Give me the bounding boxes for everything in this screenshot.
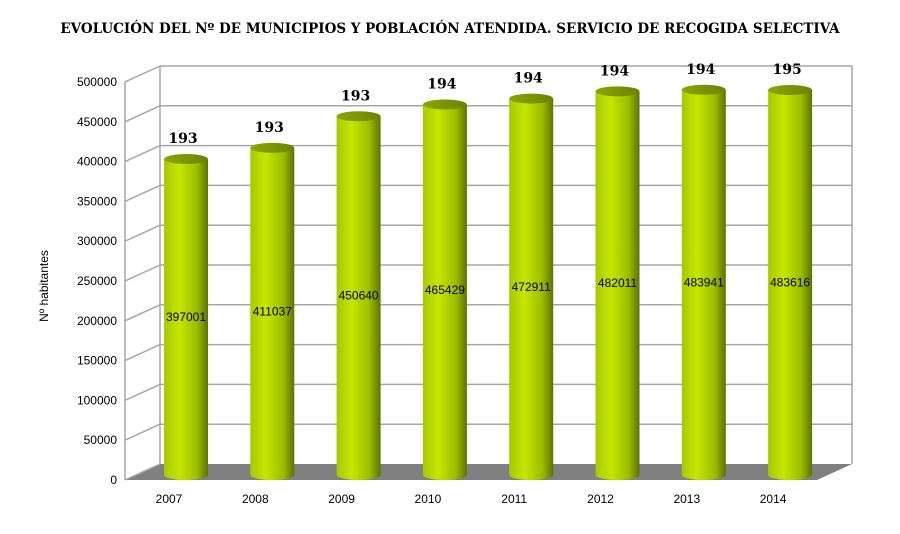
bar-value-label: 397001 (166, 310, 206, 324)
bar-top (250, 142, 295, 153)
bar-2014 (768, 85, 813, 481)
municipios-label: 193 (255, 120, 284, 136)
bar-2012 (595, 86, 640, 480)
bar-top (768, 85, 813, 96)
bar-value-label: 483941 (684, 275, 724, 289)
municipios-label: 194 (427, 77, 456, 93)
chart-floor (125, 464, 852, 480)
y-tick-label: 450000 (77, 115, 117, 129)
y-tick-label: 400000 (77, 155, 117, 169)
bar-top (422, 99, 467, 110)
bar-body (681, 89, 726, 481)
side-gridline (124, 65, 161, 83)
side-gridline (124, 264, 161, 282)
bar-2010 (422, 99, 467, 480)
side-gridline (124, 343, 161, 362)
bar-body (509, 98, 554, 481)
side-gridline (124, 184, 161, 203)
bar-body (422, 104, 467, 480)
y-tick-label: 300000 (77, 234, 117, 248)
municipios-label: 193 (168, 131, 197, 147)
bar-value-label: 472911 (512, 280, 551, 294)
chart-title: EVOLUCIÓN DEL Nº DE MUNICIPIOS Y POBLACI… (60, 21, 840, 37)
bar-value-label: 482011 (598, 276, 637, 290)
bar-top (681, 84, 726, 95)
x-tick-label: 2014 (760, 492, 787, 506)
bar-2007 (164, 153, 208, 481)
x-tick-label: 2008 (242, 492, 269, 506)
y-tick-label: 500000 (77, 75, 117, 89)
x-tick-label: 2013 (673, 492, 700, 506)
municipios-label: 194 (686, 62, 715, 78)
side-gridline (124, 144, 161, 163)
bar-2009 (336, 111, 381, 480)
bar-value-label: 411037 (253, 304, 292, 318)
x-tick-label: 2009 (328, 492, 355, 506)
bar-2011 (509, 93, 554, 481)
y-tick-label: 350000 (77, 194, 117, 208)
side-gridline (124, 463, 161, 481)
bar-body (336, 116, 381, 480)
bar-body (250, 147, 295, 480)
y-axis-label: Nº habitantes (37, 250, 51, 322)
municipios-label: 194 (600, 63, 629, 79)
bar-top (509, 93, 554, 104)
y-tick-label: 0 (110, 473, 117, 487)
side-gridline (124, 304, 161, 322)
bar-top (336, 111, 381, 122)
x-tick-label: 2012 (587, 492, 614, 506)
bar-top (164, 153, 208, 164)
y-tick-label: 250000 (77, 274, 117, 288)
x-tick-label: 2007 (156, 492, 183, 506)
y-tick-label: 50000 (84, 433, 118, 447)
municipios-label: 194 (514, 71, 543, 87)
side-gridline (124, 105, 161, 123)
bar-value-label: 465429 (425, 283, 465, 297)
bar-top (595, 86, 640, 97)
side-gridline (124, 423, 161, 441)
bar-value-label: 483616 (770, 276, 810, 290)
side-gridline (124, 224, 161, 242)
bar-value-label: 450640 (339, 289, 379, 303)
municipios-label: 193 (341, 88, 370, 104)
bar-body (164, 158, 208, 481)
bar-body (595, 91, 640, 480)
bar-2013 (681, 84, 726, 481)
y-tick-label: 100000 (77, 393, 117, 407)
y-tick-label: 200000 (77, 314, 117, 328)
x-tick-label: 2011 (501, 492, 527, 506)
bar-body (768, 90, 813, 481)
y-tick-label: 150000 (77, 354, 117, 368)
x-tick-label: 2010 (415, 492, 442, 506)
bar-2008 (250, 142, 295, 480)
side-gridline (124, 383, 161, 402)
municipios-label: 195 (772, 62, 801, 78)
